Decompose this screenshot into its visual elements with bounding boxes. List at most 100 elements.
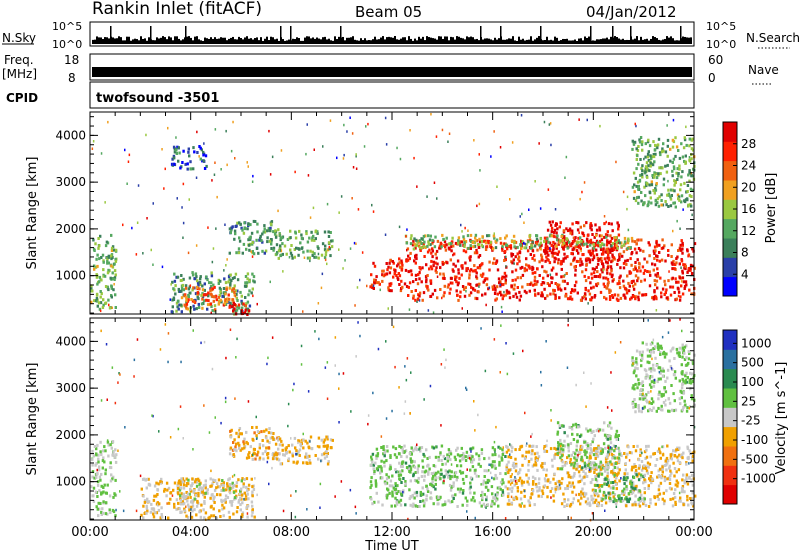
scatter-cell — [184, 286, 188, 290]
nsky-bar — [302, 40, 304, 44]
scatter-cell — [252, 252, 256, 256]
scatter-cell — [589, 503, 592, 507]
scatter-cell — [324, 258, 327, 262]
scatter-cell — [387, 265, 390, 269]
scatter-cell — [649, 455, 652, 459]
scatter-cell — [673, 474, 676, 478]
scatter-cell — [687, 503, 690, 507]
scatter-cell — [591, 440, 594, 444]
scatter-cell — [680, 266, 682, 269]
nsky-bar — [308, 36, 310, 44]
scatter-cell — [270, 247, 273, 250]
scatter-cell — [593, 493, 597, 497]
scatter-cell — [546, 495, 549, 499]
scatter-cell — [674, 488, 677, 492]
scatter-cell — [279, 462, 282, 466]
scatter-cell — [143, 499, 147, 503]
scatter-cell — [297, 253, 300, 257]
scatter-cell — [653, 175, 656, 179]
scatter-cell — [498, 463, 501, 467]
scatter-cell — [250, 500, 254, 504]
scatter-cell — [293, 248, 296, 251]
scatter-cell — [646, 260, 649, 264]
scatter-cell — [225, 286, 228, 290]
scatter-cell — [549, 480, 552, 484]
scatter-cell — [493, 460, 496, 464]
scatter-cell — [172, 156, 176, 160]
scatter-cell — [142, 504, 145, 508]
scatter-cell — [156, 488, 160, 492]
scatter-cell — [685, 190, 688, 194]
scatter-cell — [651, 262, 654, 266]
scatter-cell — [560, 235, 563, 238]
scatter-cell — [198, 287, 201, 291]
scatter-cell — [652, 249, 656, 253]
scatter-cell — [187, 147, 190, 151]
scatter-cell — [614, 445, 617, 448]
scatter-cell — [543, 120, 546, 124]
scatter-cell — [626, 195, 629, 199]
scatter-cell — [494, 240, 497, 243]
scatter-cell — [666, 154, 669, 158]
scatter-cell — [675, 297, 678, 301]
scatter-cell — [369, 285, 372, 289]
scatter-cell — [513, 239, 516, 243]
scatter-cell — [323, 456, 327, 460]
scatter-cell — [109, 461, 112, 465]
scatter-cell — [226, 496, 230, 499]
scatter-cell — [516, 262, 519, 266]
scatter-cell — [533, 288, 536, 292]
scatter-cell — [466, 234, 470, 238]
scatter-cell — [363, 145, 366, 148]
nsky-bar — [116, 38, 118, 44]
scatter-cell — [661, 203, 665, 207]
scatter-cell — [420, 246, 424, 250]
scatter-cell — [600, 268, 603, 272]
scatter-cell — [475, 239, 478, 242]
scatter-cell — [653, 257, 656, 260]
scatter-cell — [238, 221, 241, 225]
scatter-cell — [107, 298, 110, 302]
scatter-cell — [661, 465, 664, 469]
scatter-cell — [295, 246, 298, 250]
scatter-cell — [287, 444, 290, 448]
scatter-cell — [581, 492, 584, 496]
scatter-cell — [182, 486, 186, 490]
scatter-cell — [456, 446, 459, 450]
scatter-cell — [648, 254, 651, 258]
scatter-cell — [192, 304, 195, 308]
scatter-cell — [683, 479, 687, 483]
scatter-cell — [99, 440, 102, 444]
scatter-cell — [644, 457, 647, 460]
scatter-cell — [478, 240, 482, 244]
scatter-cell — [114, 448, 117, 452]
scatter-cell — [554, 487, 557, 491]
scatter-cell — [164, 167, 166, 171]
nsky-bar — [324, 36, 326, 44]
scatter-cell — [589, 243, 592, 247]
scatter-cell — [289, 236, 292, 240]
scatter-cell — [543, 461, 546, 465]
scatter-cell — [677, 280, 680, 284]
scatter-cell — [197, 297, 200, 301]
scatter-cell — [236, 299, 239, 302]
scatter-cell — [619, 296, 623, 300]
scatter-cell — [474, 233, 478, 237]
scatter-cell — [598, 273, 602, 277]
scatter-cell — [581, 296, 584, 300]
scatter-cell — [608, 298, 612, 301]
scatter-cell — [509, 198, 511, 201]
scatter-cell — [583, 449, 587, 453]
scatter-cell — [567, 475, 570, 479]
scatter-cell — [678, 298, 682, 302]
scatter-cell — [219, 493, 222, 497]
scatter-cell — [572, 257, 576, 261]
scatter-cell — [588, 501, 591, 505]
nsky-bar — [458, 36, 460, 44]
scatter-cell — [569, 262, 573, 266]
scatter-cell — [160, 506, 163, 510]
scatter-cell — [651, 174, 654, 177]
scatter-cell — [635, 184, 638, 188]
scatter-cell — [285, 252, 288, 256]
scatter-cell — [401, 460, 405, 464]
